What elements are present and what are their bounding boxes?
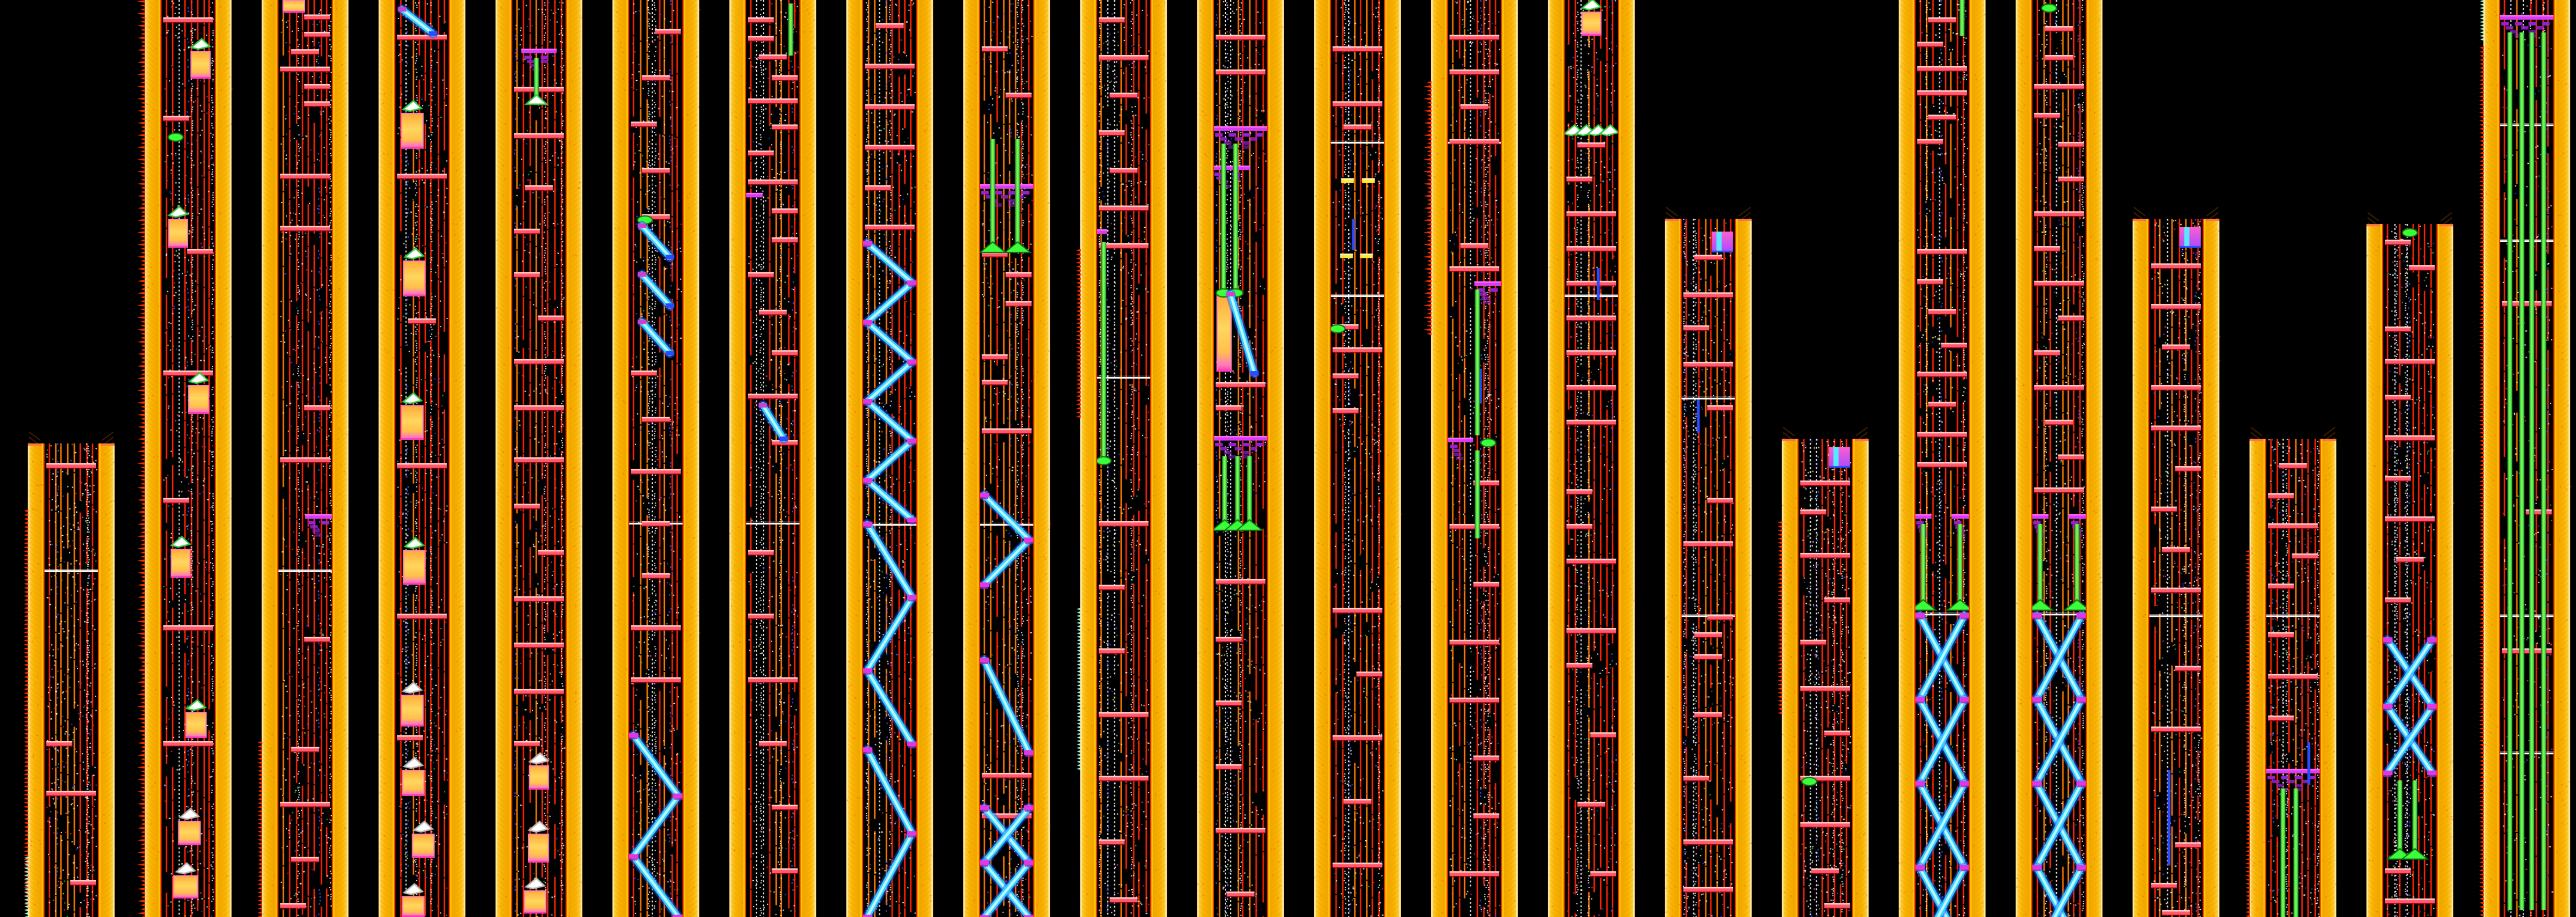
genomic-columns-canvas <box>0 0 2576 917</box>
visualization-stage <box>0 0 2576 917</box>
